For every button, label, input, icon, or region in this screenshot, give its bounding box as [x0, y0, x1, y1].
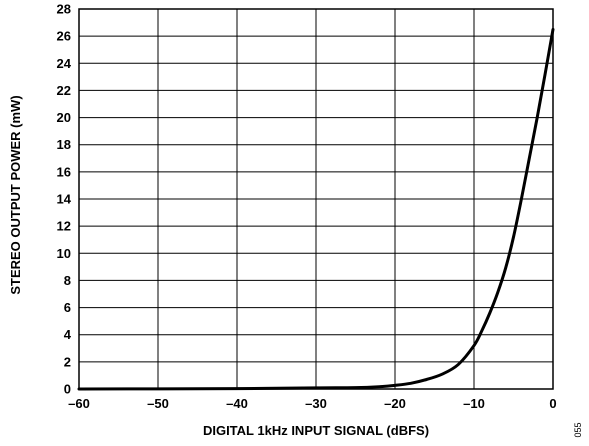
x-tick-label: –60 — [68, 396, 90, 411]
y-tick-label: 0 — [64, 382, 71, 397]
y-tick-label: 20 — [57, 110, 71, 125]
y-tick-label: 14 — [57, 192, 72, 207]
y-axis-title: STEREO OUTPUT POWER (mW) — [8, 95, 23, 294]
y-tick-label: 24 — [57, 56, 72, 71]
y-tick-label: 26 — [57, 29, 71, 44]
x-tick-label: –30 — [305, 396, 327, 411]
y-tick-label: 4 — [64, 327, 72, 342]
y-tick-label: 22 — [57, 83, 71, 98]
y-tick-label: 28 — [57, 2, 71, 17]
x-tick-label: –50 — [147, 396, 169, 411]
series-line — [77, 27, 555, 391]
figure-id: 055 — [573, 422, 583, 437]
x-tick-label: –20 — [384, 396, 406, 411]
y-tick-label: 12 — [57, 219, 71, 234]
x-tick-labels: –60 –50 –40 –30 –20 –10 0 — [68, 396, 556, 411]
y-tick-label: 8 — [64, 273, 71, 288]
x-tick-label: –10 — [463, 396, 485, 411]
y-tick-label: 16 — [57, 164, 71, 179]
x-tick-label: –40 — [226, 396, 248, 411]
y-tick-label: 10 — [57, 246, 71, 261]
x-tick-label: 0 — [549, 396, 556, 411]
y-tick-label: 18 — [57, 137, 71, 152]
y-tick-label: 6 — [64, 300, 71, 315]
y-tick-label: 2 — [64, 354, 71, 369]
plot-frame — [78, 8, 554, 390]
x-axis-title: DIGITAL 1kHz INPUT SIGNAL (dBFS) — [203, 423, 429, 438]
